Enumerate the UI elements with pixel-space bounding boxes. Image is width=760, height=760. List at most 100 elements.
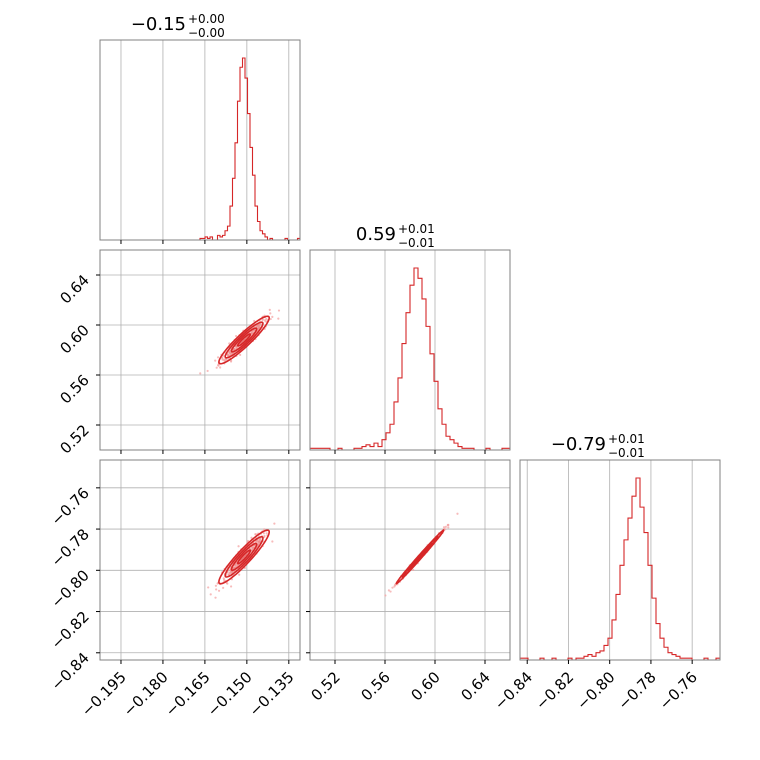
- panel-title-lower-2: −0.01: [608, 446, 645, 460]
- x-tick-label: −0.76: [656, 668, 701, 713]
- scatter-point: [271, 315, 274, 318]
- scatter-point: [384, 594, 387, 597]
- scatter-point: [442, 526, 446, 529]
- scatter-point: [199, 372, 202, 375]
- scatter-point: [456, 512, 459, 515]
- panel-title-lower-1: −0.01: [398, 236, 435, 250]
- scatter-point: [254, 533, 258, 536]
- scatter-point: [257, 542, 260, 546]
- panel-border: [519, 459, 721, 661]
- scatter-point: [235, 565, 238, 568]
- scatter-points: [384, 512, 459, 597]
- contour-0: [236, 333, 252, 347]
- y-tick-label: −0.78: [48, 525, 93, 570]
- contour-2: [224, 321, 264, 359]
- x-tick-label: 0.64: [457, 668, 493, 704]
- x-tick-label: −0.195: [78, 668, 130, 720]
- density-fill: [226, 323, 262, 357]
- x-tick-label: 0.60: [407, 668, 443, 704]
- density-core: [236, 332, 252, 348]
- panel-border: [309, 459, 511, 661]
- scatter-point: [265, 532, 268, 535]
- y-tick-label: 0.60: [56, 321, 92, 357]
- scatter-point: [251, 547, 254, 550]
- scatter-point: [223, 578, 226, 581]
- scatter-point: [229, 360, 233, 363]
- histogram-panel-2: [520, 460, 720, 661]
- scatter-point: [206, 369, 209, 373]
- scatter-point: [269, 317, 272, 321]
- scatter-point: [214, 584, 218, 587]
- scatter-point: [239, 353, 242, 356]
- scatter-point: [446, 523, 450, 526]
- contour-0: [236, 549, 252, 565]
- scatter-points: [207, 522, 276, 599]
- scatter-point: [262, 532, 265, 535]
- scatter-point: [228, 342, 231, 345]
- scatter-point: [387, 589, 391, 592]
- panel-border: [309, 249, 511, 451]
- y-tick-label: −0.82: [48, 608, 93, 653]
- scatter-point: [214, 359, 217, 362]
- scatter-point: [238, 573, 241, 576]
- y-tick-label: 0.52: [56, 421, 92, 457]
- panel-title-2: −0.79: [551, 434, 606, 455]
- scatter-point: [250, 536, 253, 539]
- scatter-point: [253, 329, 256, 332]
- histogram-step-0: [100, 57, 300, 241]
- y-tick-label: 0.64: [56, 271, 92, 307]
- x-tick-label: 0.52: [307, 668, 343, 704]
- contour-3: [218, 315, 271, 365]
- scatter-point: [216, 356, 220, 359]
- scatter-point: [277, 317, 280, 320]
- scatter-point: [219, 366, 222, 369]
- scatter-point: [391, 586, 394, 589]
- scatter-point: [230, 585, 233, 588]
- panel-title-upper-0: +0.00: [188, 12, 225, 26]
- histogram-panel-0: [100, 40, 300, 241]
- scatter-point: [273, 522, 276, 525]
- scatter-point: [263, 534, 266, 538]
- x-tick-label: −0.84: [491, 668, 536, 713]
- scatter-point: [277, 309, 281, 312]
- scatter-point: [261, 318, 264, 321]
- panel-title-lower-0: −0.00: [188, 26, 225, 40]
- scatter-point: [217, 589, 221, 592]
- scatter-point: [215, 588, 218, 591]
- scatter-point: [222, 586, 225, 589]
- scatter-point: [258, 323, 261, 326]
- histogram-panel-1: [310, 250, 510, 451]
- scatter-point: [389, 590, 392, 593]
- x-tick-label: −0.80: [573, 668, 618, 713]
- contour-1: [230, 542, 258, 572]
- contour-0: [413, 549, 427, 565]
- panel-title-upper-2: +0.01: [608, 432, 645, 446]
- x-tick-label: −0.135: [246, 668, 298, 720]
- y-tick-label: −0.76: [48, 484, 93, 529]
- y-tick-label: −0.84: [48, 649, 93, 694]
- scatter-point: [214, 596, 217, 599]
- x-tick-label: 0.56: [357, 668, 393, 704]
- scatter-point: [255, 540, 258, 543]
- scatter-point: [447, 526, 450, 529]
- scatter-point: [226, 582, 229, 585]
- y-tick-label: −0.80: [48, 566, 93, 611]
- contour-3: [218, 529, 271, 585]
- contour-1: [230, 327, 258, 353]
- y-tick-label: 0.56: [56, 371, 92, 407]
- scatter-point: [246, 539, 250, 543]
- x-tick-label: −0.150: [204, 668, 256, 720]
- x-tick-label: −0.180: [120, 668, 172, 720]
- scatter-points: [199, 308, 281, 375]
- panel-title-0: −0.15: [131, 14, 186, 35]
- contour-3: [395, 529, 445, 585]
- scatter-point: [237, 545, 240, 548]
- scatter-panel-1-2: [310, 460, 510, 660]
- histogram-step-2: [520, 477, 720, 661]
- scatter-point: [235, 334, 238, 338]
- scatter-point: [248, 547, 251, 551]
- scatter-point: [217, 364, 220, 367]
- scatter-point: [412, 568, 415, 572]
- scatter-point: [216, 582, 219, 585]
